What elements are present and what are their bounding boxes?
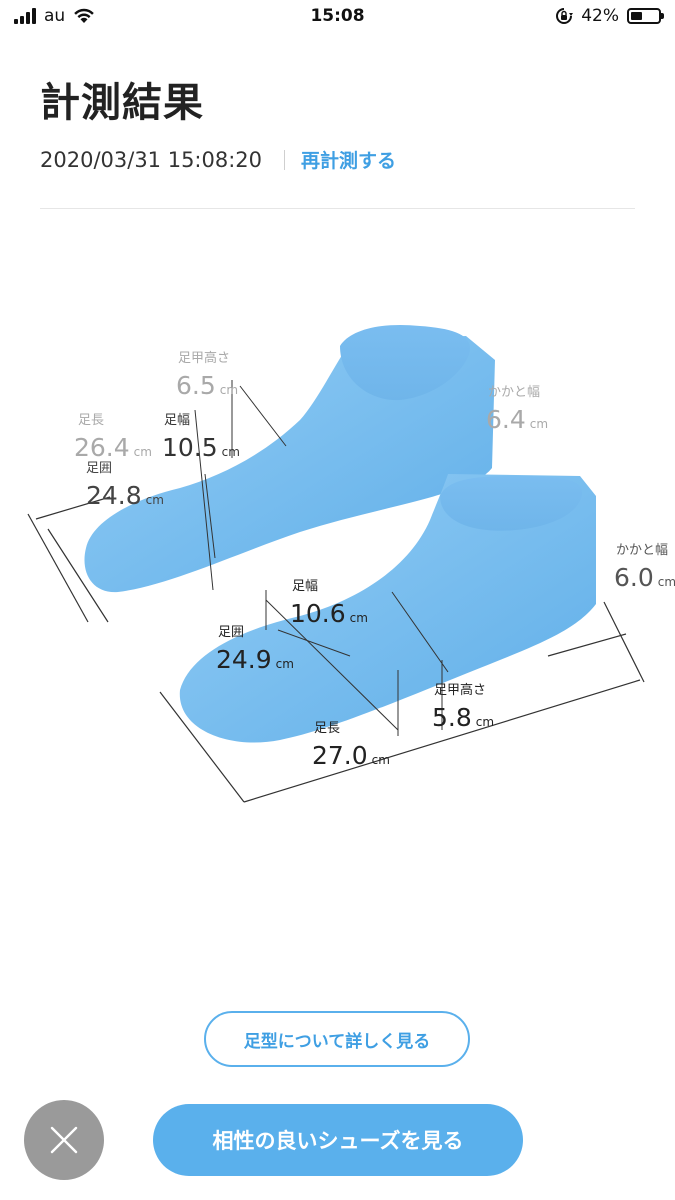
foot-scan-view[interactable]: 足甲高さ 6.5 cm かかと幅 6.4 cm 足長 26.4 cm 足幅 10.5 c…: [0, 300, 675, 820]
right-foot-model: [179, 474, 596, 743]
left-length-unit: cm: [134, 445, 152, 459]
left-heel-width-name: かかと幅: [488, 385, 540, 400]
signal-icon: [14, 8, 36, 24]
right-girth-unit: cm: [276, 657, 294, 671]
left-width-number: 10.5: [162, 433, 218, 462]
battery-icon: [627, 8, 664, 24]
rotation-lock-icon: [556, 8, 574, 24]
right-heel-width-unit: cm: [658, 575, 675, 589]
wifi-icon: [74, 8, 95, 23]
right-girth-value: 24.9 cm: [216, 645, 294, 674]
right-width-unit: cm: [350, 611, 368, 625]
right-width-name: 足幅: [292, 579, 318, 594]
right-heel-width-name: かかと幅: [616, 543, 668, 558]
right-heel-width-number: 6.0: [614, 563, 654, 592]
right-length-value: 27.0 cm: [312, 741, 390, 770]
left-foot-measure-lines: [194, 380, 287, 591]
right-foot-frame: [159, 601, 645, 803]
status-time: 15:08: [310, 6, 365, 26]
battery-level: [631, 12, 642, 20]
status-right: 42%: [555, 6, 664, 26]
left-instep-height-name: 足甲高さ: [178, 350, 230, 366]
left-width-name: 足幅: [164, 413, 190, 428]
right-length-unit: cm: [372, 753, 390, 767]
compatible-shoes-button[interactable]: 相性の良いシューズを見る: [153, 1104, 523, 1176]
right-width-number: 10.6: [290, 599, 346, 628]
left-heel-width-number: 6.4: [486, 405, 526, 434]
left-girth-name: 足囲: [86, 461, 112, 476]
left-foot-model: [84, 324, 495, 593]
battery-percent: 42%: [581, 6, 619, 26]
right-length-name: 足長: [314, 721, 340, 736]
page-title: 計測結果: [40, 80, 204, 126]
meta-separator: [284, 149, 286, 170]
left-width-value: 10.5 cm: [162, 433, 240, 462]
remeasure-link[interactable]: 再計測する: [301, 150, 397, 172]
right-heel-width-value: 6.0 cm: [614, 563, 675, 592]
left-heel-width-value: 6.4 cm: [486, 405, 548, 434]
status-left: au: [14, 6, 95, 26]
close-icon: [50, 1126, 78, 1154]
left-instep-height-value: 6.5 cm: [176, 371, 238, 400]
close-button[interactable]: [24, 1100, 104, 1180]
left-instep-height-number: 6.5: [176, 371, 216, 400]
left-length-number: 26.4: [74, 433, 130, 462]
right-girth-name: 足囲: [218, 625, 244, 640]
right-instep-height-value: 5.8 cm: [432, 703, 494, 732]
left-heel-width-unit: cm: [530, 417, 548, 431]
status-bar: au 15:08 42%: [0, 0, 675, 36]
left-girth-unit: cm: [146, 493, 164, 507]
left-length-value: 26.4 cm: [74, 433, 152, 462]
right-foot-measure-lines: [265, 590, 449, 736]
right-instep-height-unit: cm: [476, 715, 494, 729]
right-instep-height-name: 足甲高さ: [434, 682, 486, 698]
left-instep-height-unit: cm: [220, 383, 238, 397]
left-foot-frame: [27, 496, 111, 623]
right-girth-number: 24.9: [216, 645, 272, 674]
right-instep-height-number: 5.8: [432, 703, 472, 732]
meta-row: 2020/03/31 15:08:20 再計測する: [40, 146, 396, 173]
left-width-unit: cm: [222, 445, 240, 459]
left-length-name: 足長: [78, 413, 104, 428]
foot-type-details-button[interactable]: 足型について詳しく見る: [204, 1011, 470, 1067]
left-girth-number: 24.8: [86, 481, 142, 510]
measurement-timestamp: 2020/03/31 15:08:20: [40, 147, 263, 172]
left-girth-value: 24.8 cm: [86, 481, 164, 510]
right-width-value: 10.6 cm: [290, 599, 368, 628]
carrier-name: au: [44, 6, 66, 26]
right-length-number: 27.0: [312, 741, 368, 770]
header-divider: [40, 208, 635, 209]
